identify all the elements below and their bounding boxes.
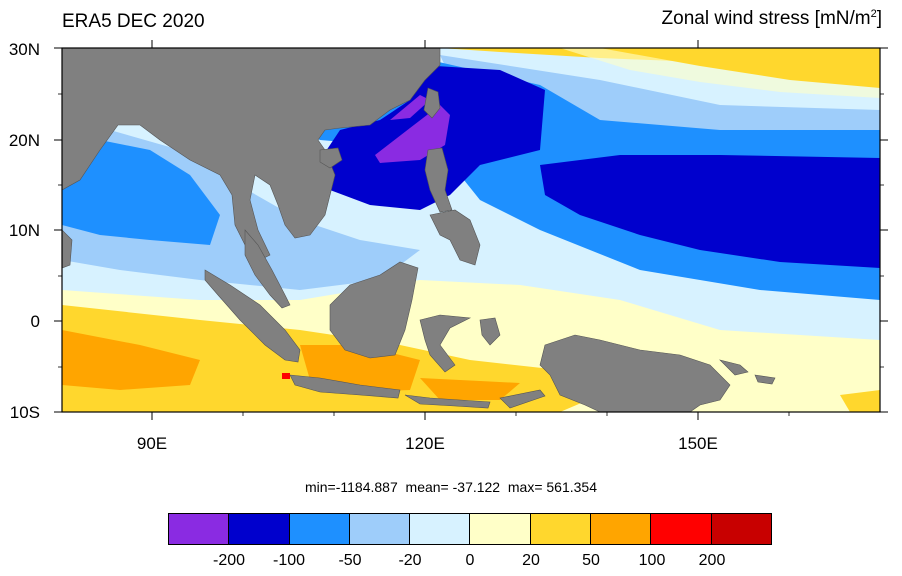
- colorbar-label: -20: [398, 552, 422, 569]
- lat-label-30n: 30N: [8, 40, 40, 59]
- variable-title-exponent: 2: [870, 8, 877, 20]
- axis-ticks: [54, 40, 888, 420]
- field-darkblue-east: [540, 155, 880, 268]
- colorbar-cell: [530, 514, 592, 544]
- lon-label-150e: 150E: [678, 434, 718, 453]
- land-hainan: [319, 147, 343, 169]
- colorbar-cell: [711, 514, 771, 544]
- land-taiwan: [423, 87, 441, 119]
- land-philippines-south: [429, 209, 481, 266]
- field-purple-small: [390, 95, 430, 120]
- field-indian-blue: [62, 140, 220, 245]
- land-maluku: [479, 317, 501, 346]
- colorbar-cell: [651, 514, 712, 544]
- field-pacific-south-yellow: [840, 390, 880, 412]
- colorbar-label: 100: [638, 552, 666, 569]
- colorbar-label: -200: [212, 552, 246, 569]
- colorbar-cell: [349, 514, 411, 544]
- lon-label-120e: 120E: [405, 434, 445, 453]
- map-title: ERA5 DEC 2020: [62, 11, 205, 32]
- colorbar-label: -100: [272, 552, 306, 569]
- land-islands-east: [719, 359, 749, 376]
- land-timor: [499, 389, 546, 409]
- colorbar-label: 50: [582, 552, 600, 569]
- colorbar: [168, 513, 772, 545]
- field-south-orange: [62, 330, 200, 390]
- colorbar-label: 0: [465, 552, 475, 569]
- stats-text: min=-1184.887 mean= -37.122 max= 561.354: [305, 479, 597, 495]
- land-lesser-sundas: [404, 394, 491, 409]
- land-masses: [62, 48, 776, 412]
- colorbar-cell: [229, 514, 290, 544]
- field-north-yellow2: [600, 48, 880, 88]
- colorbar-cell: [289, 514, 350, 544]
- field-red-spot: [282, 373, 290, 379]
- variable-title: Zonal wind stress [mN/m2]: [662, 8, 882, 30]
- land-java: [289, 374, 401, 399]
- colorbar-label: 200: [698, 552, 726, 569]
- lat-label-10s: 10S: [9, 403, 40, 422]
- colorbar-cell: [410, 514, 471, 544]
- variable-title-text: Zonal wind stress [mN/m: [661, 8, 871, 29]
- field-flores-orange: [420, 378, 520, 400]
- colorbar-cell: [169, 514, 230, 544]
- land-sulawesi: [419, 314, 472, 373]
- land-sumatra: [204, 269, 301, 363]
- land-borneo: [329, 261, 419, 359]
- field-purple: [375, 105, 450, 163]
- colorbar-cell: [470, 514, 531, 544]
- lat-label-0: 0: [30, 312, 40, 331]
- land-luzon: [424, 147, 453, 213]
- lat-label-20n: 20N: [8, 131, 40, 150]
- minor-ticks: [58, 93, 884, 416]
- lon-label-90e: 90E: [136, 434, 168, 453]
- land-sri-lanka: [62, 229, 73, 269]
- colorbar-label: 20: [522, 552, 540, 569]
- land-islands-east2: [754, 374, 776, 385]
- variable-title-end: ]: [876, 8, 882, 29]
- lat-label-10n: 10N: [8, 221, 40, 240]
- colorbar-cell: [591, 514, 652, 544]
- colorbar-label: -50: [338, 552, 362, 569]
- land-new-guinea: [539, 334, 731, 412]
- land-asia: [62, 48, 441, 261]
- land-malay-peninsula: [244, 229, 291, 309]
